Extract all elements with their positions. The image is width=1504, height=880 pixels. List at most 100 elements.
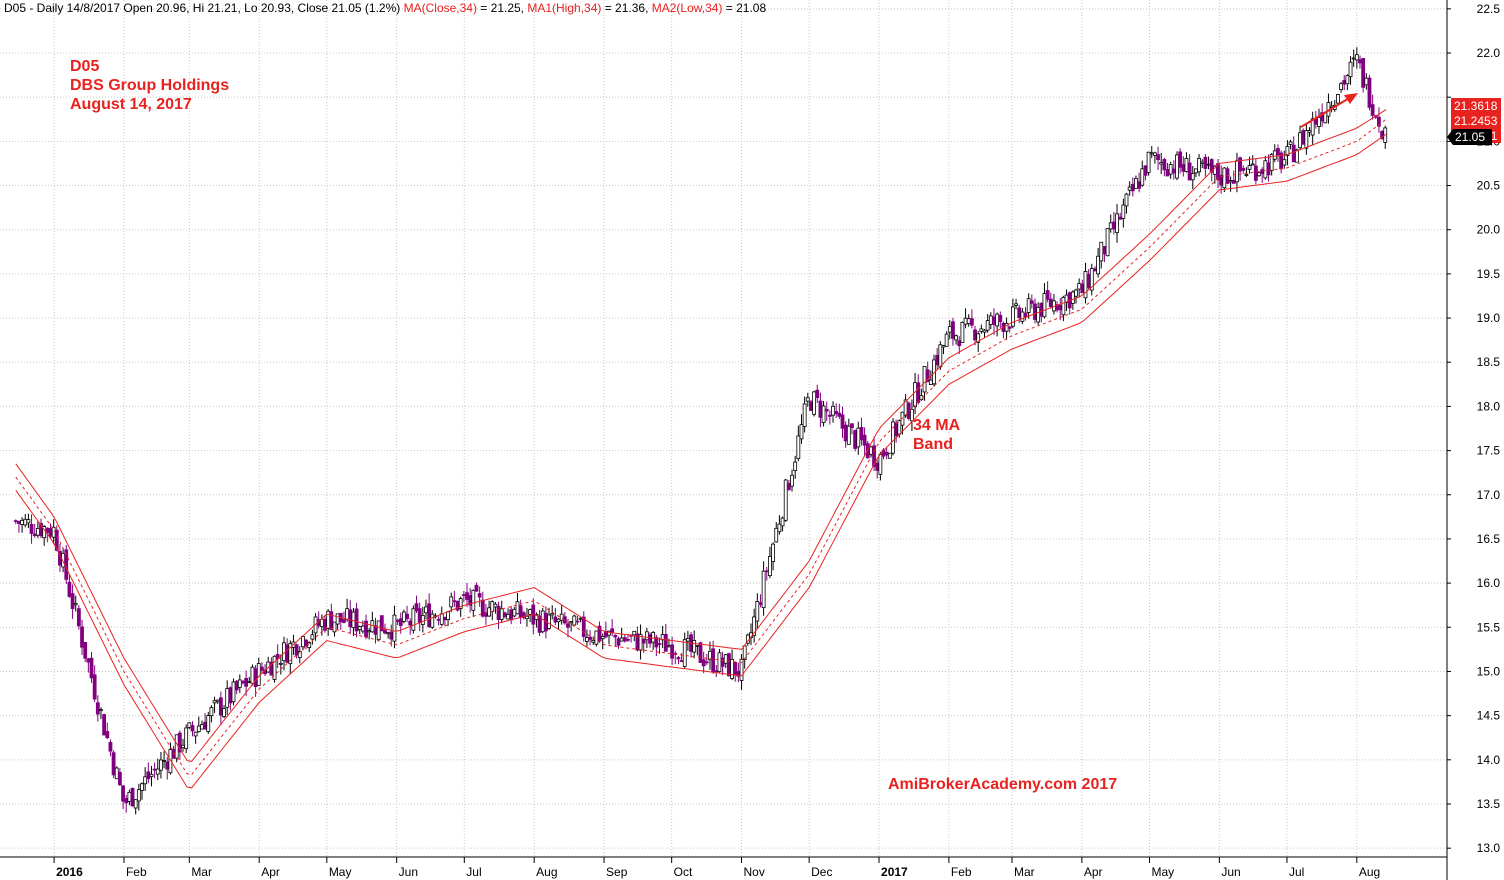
- candle-body: [1307, 130, 1312, 133]
- candle-body: [73, 603, 78, 606]
- candle-body: [1026, 298, 1031, 313]
- candle-body: [130, 787, 135, 807]
- candle-body: [654, 637, 659, 648]
- candle-body: [1354, 54, 1359, 61]
- y-tick-label: 15.5: [1477, 620, 1501, 634]
- candle-body: [1190, 173, 1195, 181]
- candle-body: [1042, 293, 1047, 318]
- candle-body: [913, 382, 917, 408]
- candle-body: [859, 427, 864, 441]
- candle-body: [439, 613, 444, 625]
- candle-body: [1348, 61, 1353, 78]
- candle-body: [342, 619, 346, 623]
- candle-body: [190, 725, 195, 732]
- candle-body: [1291, 144, 1296, 163]
- candle-body: [411, 608, 416, 631]
- candle-body: [1181, 164, 1186, 172]
- candle-body: [1033, 303, 1037, 320]
- x-tick-label: Apr: [1084, 865, 1103, 879]
- candle-body: [616, 638, 621, 646]
- candle-body: [695, 645, 700, 647]
- candle-body: [89, 657, 94, 679]
- y-tick-label: 16.0: [1477, 576, 1501, 590]
- candle-body: [837, 412, 842, 417]
- candle-body: [1070, 291, 1075, 304]
- candle-body: [1077, 283, 1082, 290]
- x-tick-label: Aug: [1359, 865, 1380, 879]
- candle-body: [26, 519, 31, 524]
- candle-body: [1351, 57, 1356, 60]
- candle-body: [1171, 168, 1176, 174]
- date-label: August 14, 2017: [70, 96, 192, 113]
- candle-body: [452, 600, 457, 603]
- candle-body: [1086, 274, 1091, 289]
- header-ma-low-label: MA2(Low,34): [651, 1, 723, 15]
- candle-body: [667, 645, 671, 648]
- candle-body: [1159, 162, 1164, 165]
- y-tick-label: 14.5: [1477, 709, 1501, 723]
- candle-body: [1108, 222, 1113, 230]
- candle-body: [1111, 221, 1116, 230]
- candle-body: [515, 601, 520, 615]
- candle-body: [525, 615, 529, 620]
- candle-body: [206, 715, 211, 732]
- candle-body: [405, 613, 409, 620]
- candle-body: [1336, 94, 1340, 104]
- candle-body: [1342, 80, 1347, 85]
- candle-body: [301, 636, 305, 648]
- candle-body: [1228, 180, 1233, 183]
- candle-body: [840, 414, 845, 429]
- header-ma-low-value: = 21.08: [722, 1, 767, 15]
- candle-body: [20, 519, 24, 525]
- candle-body: [966, 318, 971, 324]
- candle-body: [1102, 246, 1107, 255]
- candle-body: [581, 616, 586, 637]
- candle-body: [1029, 300, 1034, 304]
- candle-body: [414, 603, 419, 612]
- x-tick-label: Feb: [126, 865, 147, 879]
- candle-body: [723, 654, 728, 664]
- candle-body: [846, 425, 851, 445]
- candle-body: [133, 799, 138, 809]
- candle-body: [1130, 183, 1135, 192]
- candle-body: [228, 687, 233, 704]
- candle-body: [430, 613, 435, 628]
- band-annotation: 34 MA Band: [913, 416, 960, 454]
- candle-body: [294, 644, 299, 656]
- candle-body: [461, 594, 466, 597]
- candle-body: [670, 644, 675, 659]
- y-tick-label: 20.5: [1477, 179, 1501, 193]
- candle-body: [487, 607, 491, 617]
- candle-body: [701, 659, 706, 667]
- candle-body: [891, 421, 895, 454]
- candle-body: [600, 636, 605, 640]
- badge-ma-high-text: 21.3618: [1454, 99, 1498, 113]
- badge-ma-high: [1451, 98, 1501, 113]
- candle-body: [288, 643, 293, 665]
- candle-body: [95, 702, 100, 715]
- candle-body: [392, 614, 397, 642]
- header-ma-close-label: MA(Close,34): [403, 1, 477, 15]
- candle-body: [319, 618, 324, 627]
- candle-body: [181, 744, 185, 749]
- candle-body: [1250, 163, 1255, 166]
- candle-body: [916, 382, 921, 403]
- candle-body: [477, 593, 482, 598]
- y-tick-label: 17.0: [1477, 488, 1501, 502]
- candle-body: [1162, 159, 1167, 171]
- candle-body: [1203, 156, 1208, 169]
- candle-body: [222, 708, 226, 718]
- badge-close: [1447, 128, 1492, 145]
- candle-body: [244, 678, 249, 687]
- candle-body: [1222, 167, 1227, 189]
- candle-body: [547, 614, 551, 629]
- y-tick-label: 22.0: [1477, 46, 1501, 60]
- candle-body: [843, 424, 848, 442]
- candle-body: [193, 731, 198, 737]
- candle-body: [215, 699, 220, 703]
- candle-body: [1187, 162, 1192, 181]
- trend-arrow: [1300, 93, 1358, 128]
- candle-body: [831, 405, 835, 416]
- trend-arrow-head: [1344, 93, 1358, 104]
- candle-body: [1247, 165, 1252, 170]
